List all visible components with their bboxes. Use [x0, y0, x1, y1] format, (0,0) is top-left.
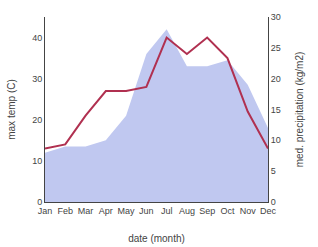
- svg-text:Jul: Jul: [161, 206, 173, 216]
- svg-text:med. precipitation (kg/m2): med. precipitation (kg/m2): [294, 52, 305, 168]
- svg-text:May: May: [118, 206, 136, 216]
- svg-text:Sep: Sep: [199, 206, 215, 216]
- svg-text:20: 20: [271, 74, 281, 84]
- svg-text:Aug: Aug: [179, 206, 195, 216]
- svg-text:15: 15: [271, 105, 281, 115]
- svg-text:5: 5: [271, 166, 276, 176]
- svg-text:10: 10: [271, 135, 281, 145]
- svg-text:Mar: Mar: [78, 206, 94, 216]
- svg-text:0: 0: [37, 197, 42, 207]
- svg-text:Apr: Apr: [99, 206, 113, 216]
- svg-text:max temp (C): max temp (C): [6, 79, 17, 140]
- svg-text:30: 30: [32, 74, 42, 84]
- svg-text:Jan: Jan: [38, 206, 53, 216]
- svg-text:Feb: Feb: [58, 206, 74, 216]
- svg-text:date (month): date (month): [128, 233, 185, 244]
- svg-text:20: 20: [32, 115, 42, 125]
- svg-text:Jun: Jun: [139, 206, 154, 216]
- svg-text:10: 10: [32, 156, 42, 166]
- svg-text:0: 0: [271, 197, 276, 207]
- svg-text:40: 40: [32, 33, 42, 43]
- svg-text:30: 30: [271, 12, 281, 22]
- svg-text:25: 25: [271, 43, 281, 53]
- svg-text:Nov: Nov: [240, 206, 257, 216]
- svg-text:Dec: Dec: [260, 206, 277, 216]
- svg-text:Oct: Oct: [220, 206, 235, 216]
